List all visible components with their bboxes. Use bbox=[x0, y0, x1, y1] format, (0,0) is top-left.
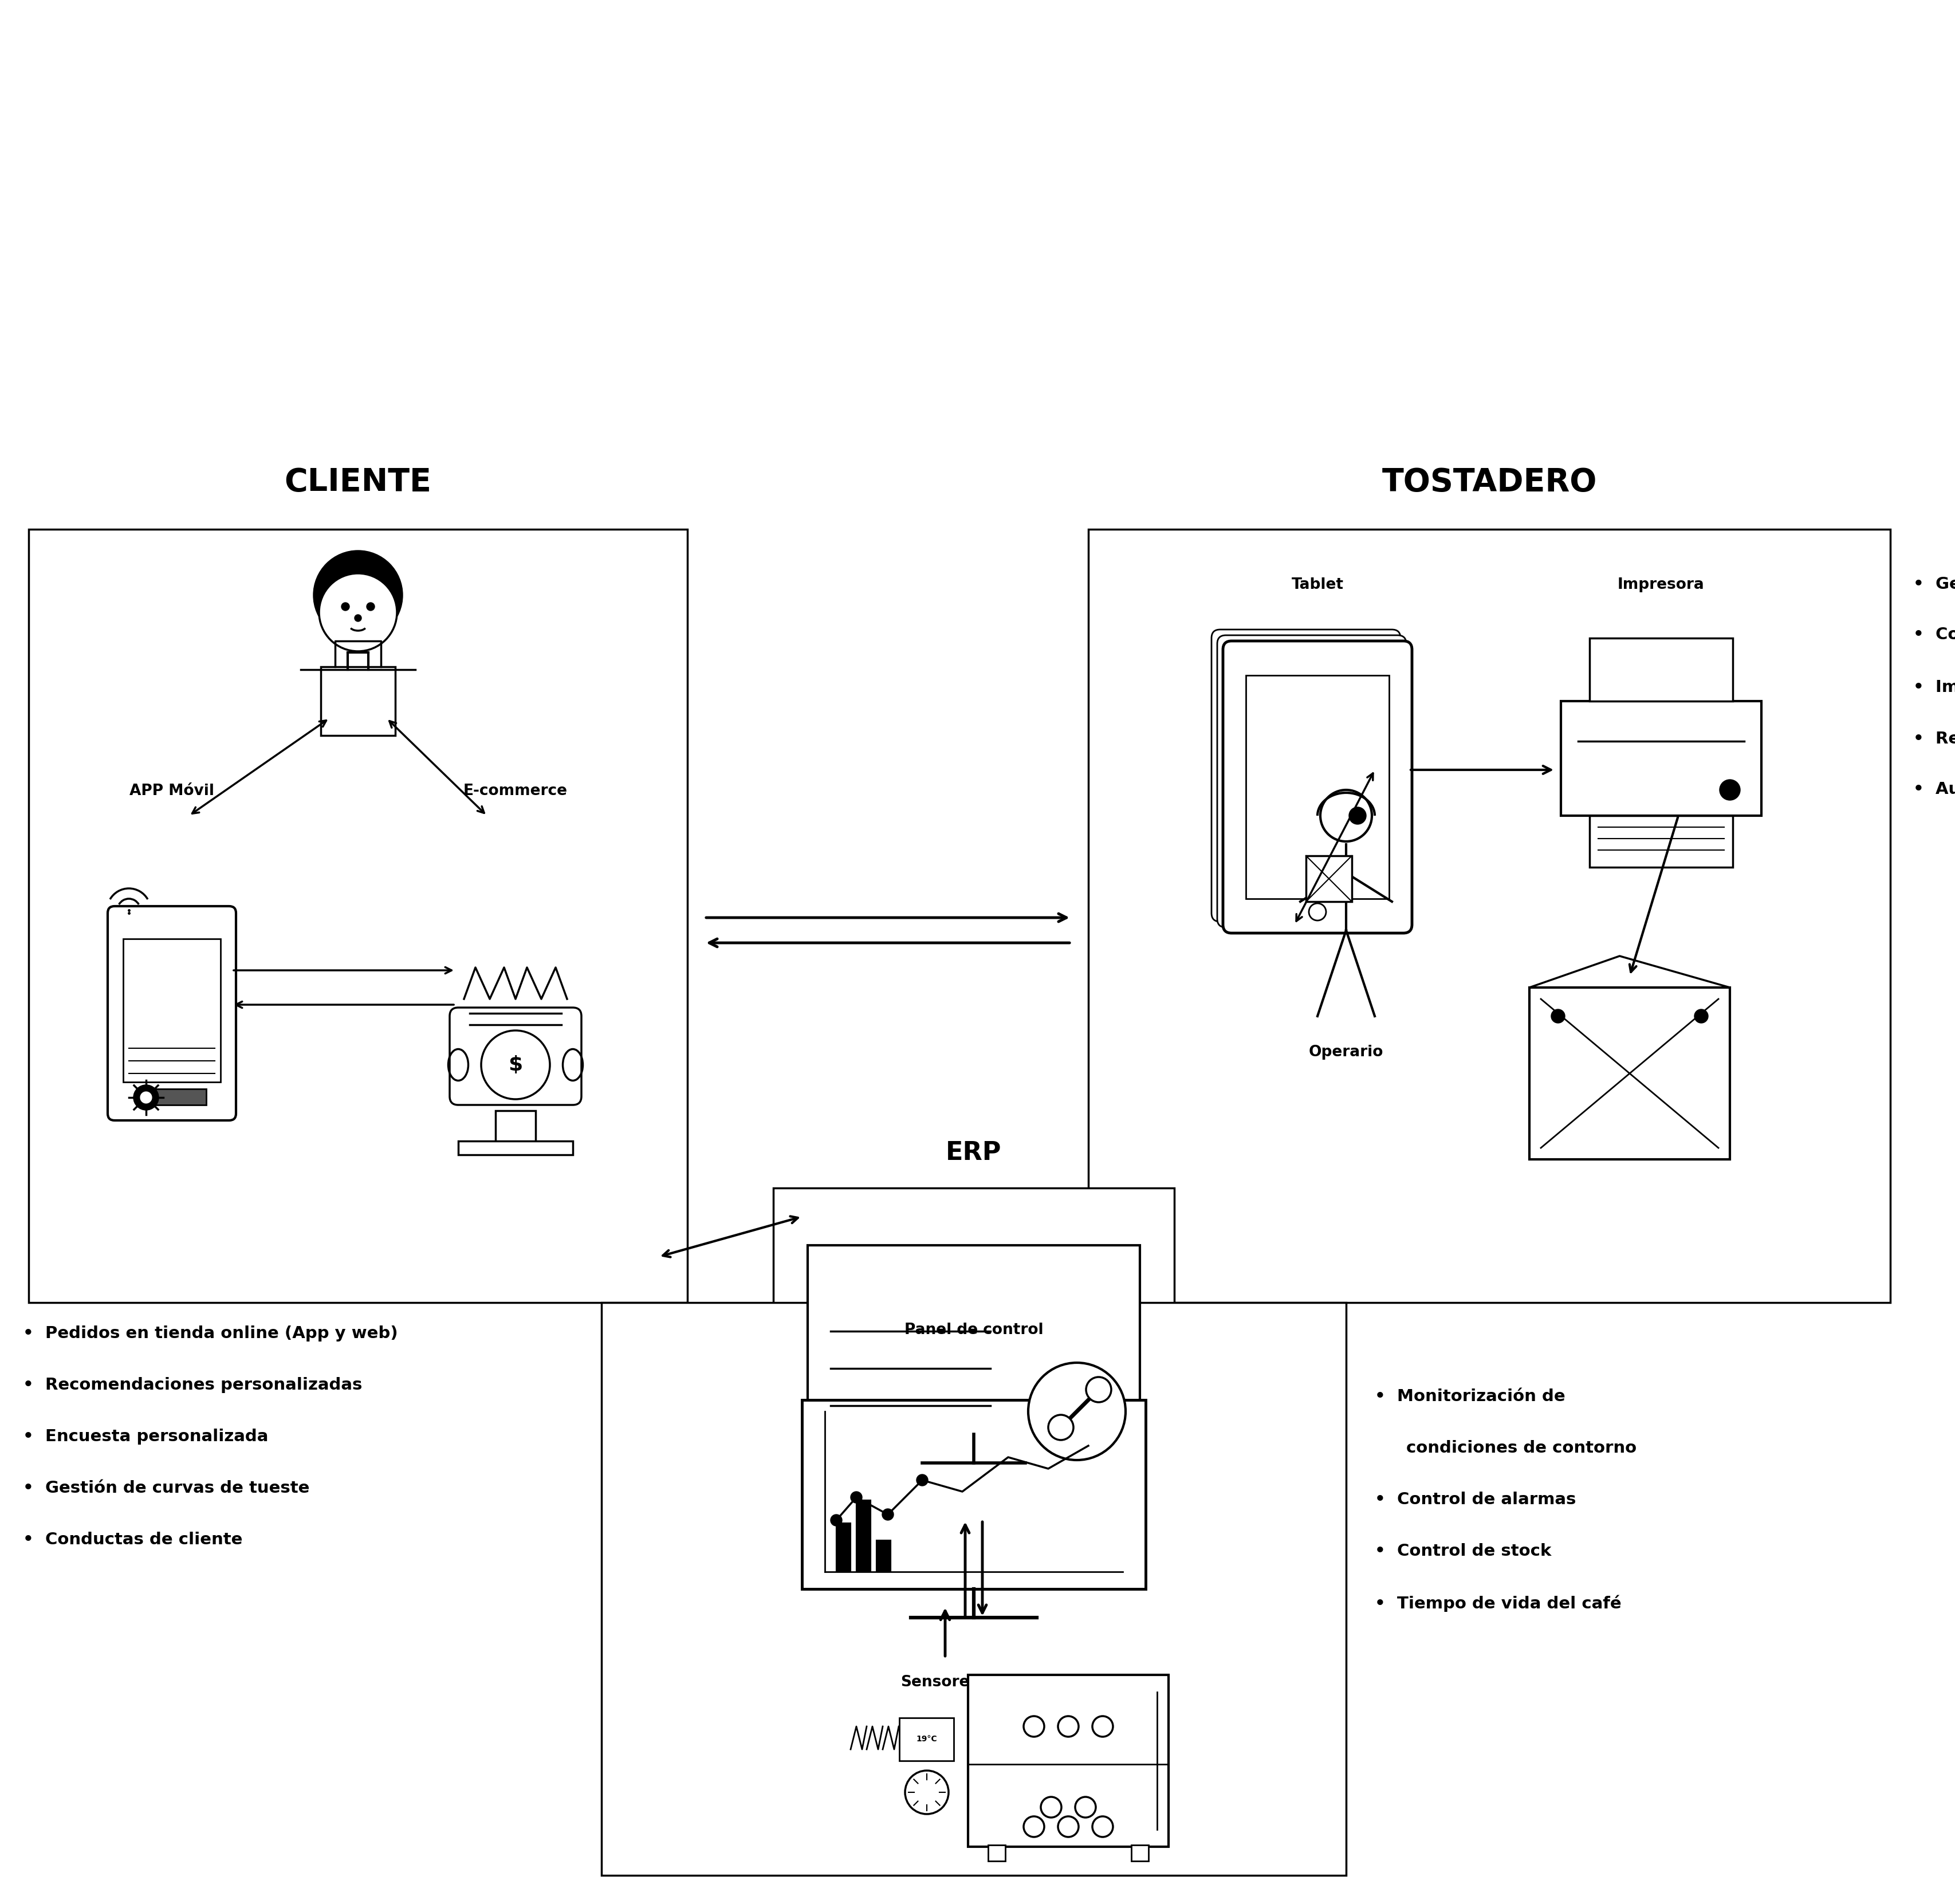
Text: CLIENTE: CLIENTE bbox=[283, 466, 432, 497]
Circle shape bbox=[133, 1085, 158, 1110]
Bar bbox=[1089, 529, 1890, 1302]
Text: •  Gestión de curvas de tueste: • Gestión de curvas de tueste bbox=[23, 1479, 309, 1497]
Circle shape bbox=[141, 1091, 152, 1102]
FancyBboxPatch shape bbox=[1224, 642, 1412, 933]
Text: •  Control de alarmas: • Control de alarmas bbox=[1374, 1491, 1576, 1508]
Text: 19°C: 19°C bbox=[917, 1735, 936, 1742]
Bar bbox=[457, 1140, 573, 1154]
Text: •  Recomendaciones personalizadas: • Recomendaciones personalizadas bbox=[23, 1377, 362, 1394]
Circle shape bbox=[917, 1474, 929, 1485]
Bar bbox=[1560, 701, 1761, 815]
Bar bbox=[987, 1845, 1005, 1860]
Circle shape bbox=[354, 615, 362, 621]
FancyBboxPatch shape bbox=[108, 906, 237, 1120]
Text: Tablet: Tablet bbox=[1292, 577, 1343, 592]
Bar bbox=[837, 1523, 850, 1573]
Bar bbox=[1589, 638, 1732, 701]
Bar bbox=[1132, 1845, 1148, 1860]
Text: Impresora: Impresora bbox=[1617, 577, 1705, 592]
Bar bbox=[149, 1089, 205, 1104]
Circle shape bbox=[1087, 1377, 1110, 1401]
FancyBboxPatch shape bbox=[1212, 630, 1400, 922]
Text: Panel de control: Panel de control bbox=[905, 1323, 1044, 1337]
Bar bbox=[1306, 855, 1351, 902]
Bar bbox=[802, 1399, 1146, 1590]
Bar bbox=[1589, 815, 1732, 866]
Circle shape bbox=[319, 573, 397, 651]
Text: •  Control de stock: • Control de stock bbox=[1374, 1542, 1552, 1559]
Bar bbox=[321, 666, 395, 735]
Bar bbox=[876, 1540, 891, 1573]
Circle shape bbox=[1028, 1363, 1126, 1460]
Circle shape bbox=[1349, 807, 1367, 824]
Bar bbox=[29, 529, 688, 1302]
Text: •  Gestión de pedidos: • Gestión de pedidos bbox=[1914, 575, 1955, 592]
Text: Sensores: Sensores bbox=[901, 1676, 978, 1689]
Text: •  Monitorización de: • Monitorización de bbox=[1374, 1388, 1566, 1405]
Circle shape bbox=[368, 602, 375, 611]
Circle shape bbox=[1550, 1009, 1564, 1022]
Bar bbox=[774, 1188, 1175, 1502]
Bar bbox=[899, 1717, 954, 1761]
Circle shape bbox=[1720, 779, 1740, 800]
Text: Operario: Operario bbox=[1308, 1045, 1384, 1061]
Text: •  Reducción de tiempos: • Reducción de tiempos bbox=[1914, 729, 1955, 746]
Text: •  Control de la curva de tueste: • Control de la curva de tueste bbox=[1914, 626, 1955, 644]
Text: •  Encuesta personalizada: • Encuesta personalizada bbox=[23, 1428, 268, 1445]
Circle shape bbox=[882, 1508, 893, 1519]
Text: TOSTADERO: TOSTADERO bbox=[1382, 466, 1597, 497]
Text: ERP: ERP bbox=[946, 1140, 1001, 1165]
Text: condiciones de contorno: condiciones de contorno bbox=[1406, 1439, 1636, 1457]
Circle shape bbox=[313, 550, 403, 640]
Text: •  Conductas de cliente: • Conductas de cliente bbox=[23, 1531, 242, 1548]
Bar bbox=[123, 939, 221, 1081]
FancyBboxPatch shape bbox=[450, 1007, 581, 1104]
Circle shape bbox=[850, 1491, 862, 1502]
Bar bbox=[968, 1676, 1169, 1847]
Bar bbox=[602, 1302, 1347, 1875]
Text: •  Aumento de la eficiencia: • Aumento de la eficiencia bbox=[1914, 781, 1955, 798]
Bar bbox=[1529, 988, 1730, 1160]
Circle shape bbox=[481, 1030, 549, 1099]
Bar bbox=[495, 1110, 536, 1142]
FancyBboxPatch shape bbox=[1218, 636, 1406, 927]
Bar bbox=[1245, 676, 1390, 899]
Circle shape bbox=[831, 1514, 843, 1525]
Text: APP Móvil: APP Móvil bbox=[129, 784, 215, 798]
Circle shape bbox=[1048, 1415, 1073, 1439]
Text: E-commerce: E-commerce bbox=[463, 784, 567, 798]
Circle shape bbox=[1695, 1009, 1709, 1022]
Bar bbox=[856, 1500, 870, 1573]
Text: •  Pedidos en tienda online (App y web): • Pedidos en tienda online (App y web) bbox=[23, 1325, 399, 1342]
Text: •  Tiempo de vida del café: • Tiempo de vida del café bbox=[1374, 1596, 1621, 1611]
Text: $: $ bbox=[508, 1055, 522, 1074]
Circle shape bbox=[905, 1771, 948, 1815]
Circle shape bbox=[342, 602, 350, 611]
Bar bbox=[807, 1245, 1140, 1434]
Text: •  Impresión automática de etiquetas: • Impresión automática de etiquetas bbox=[1914, 678, 1955, 695]
